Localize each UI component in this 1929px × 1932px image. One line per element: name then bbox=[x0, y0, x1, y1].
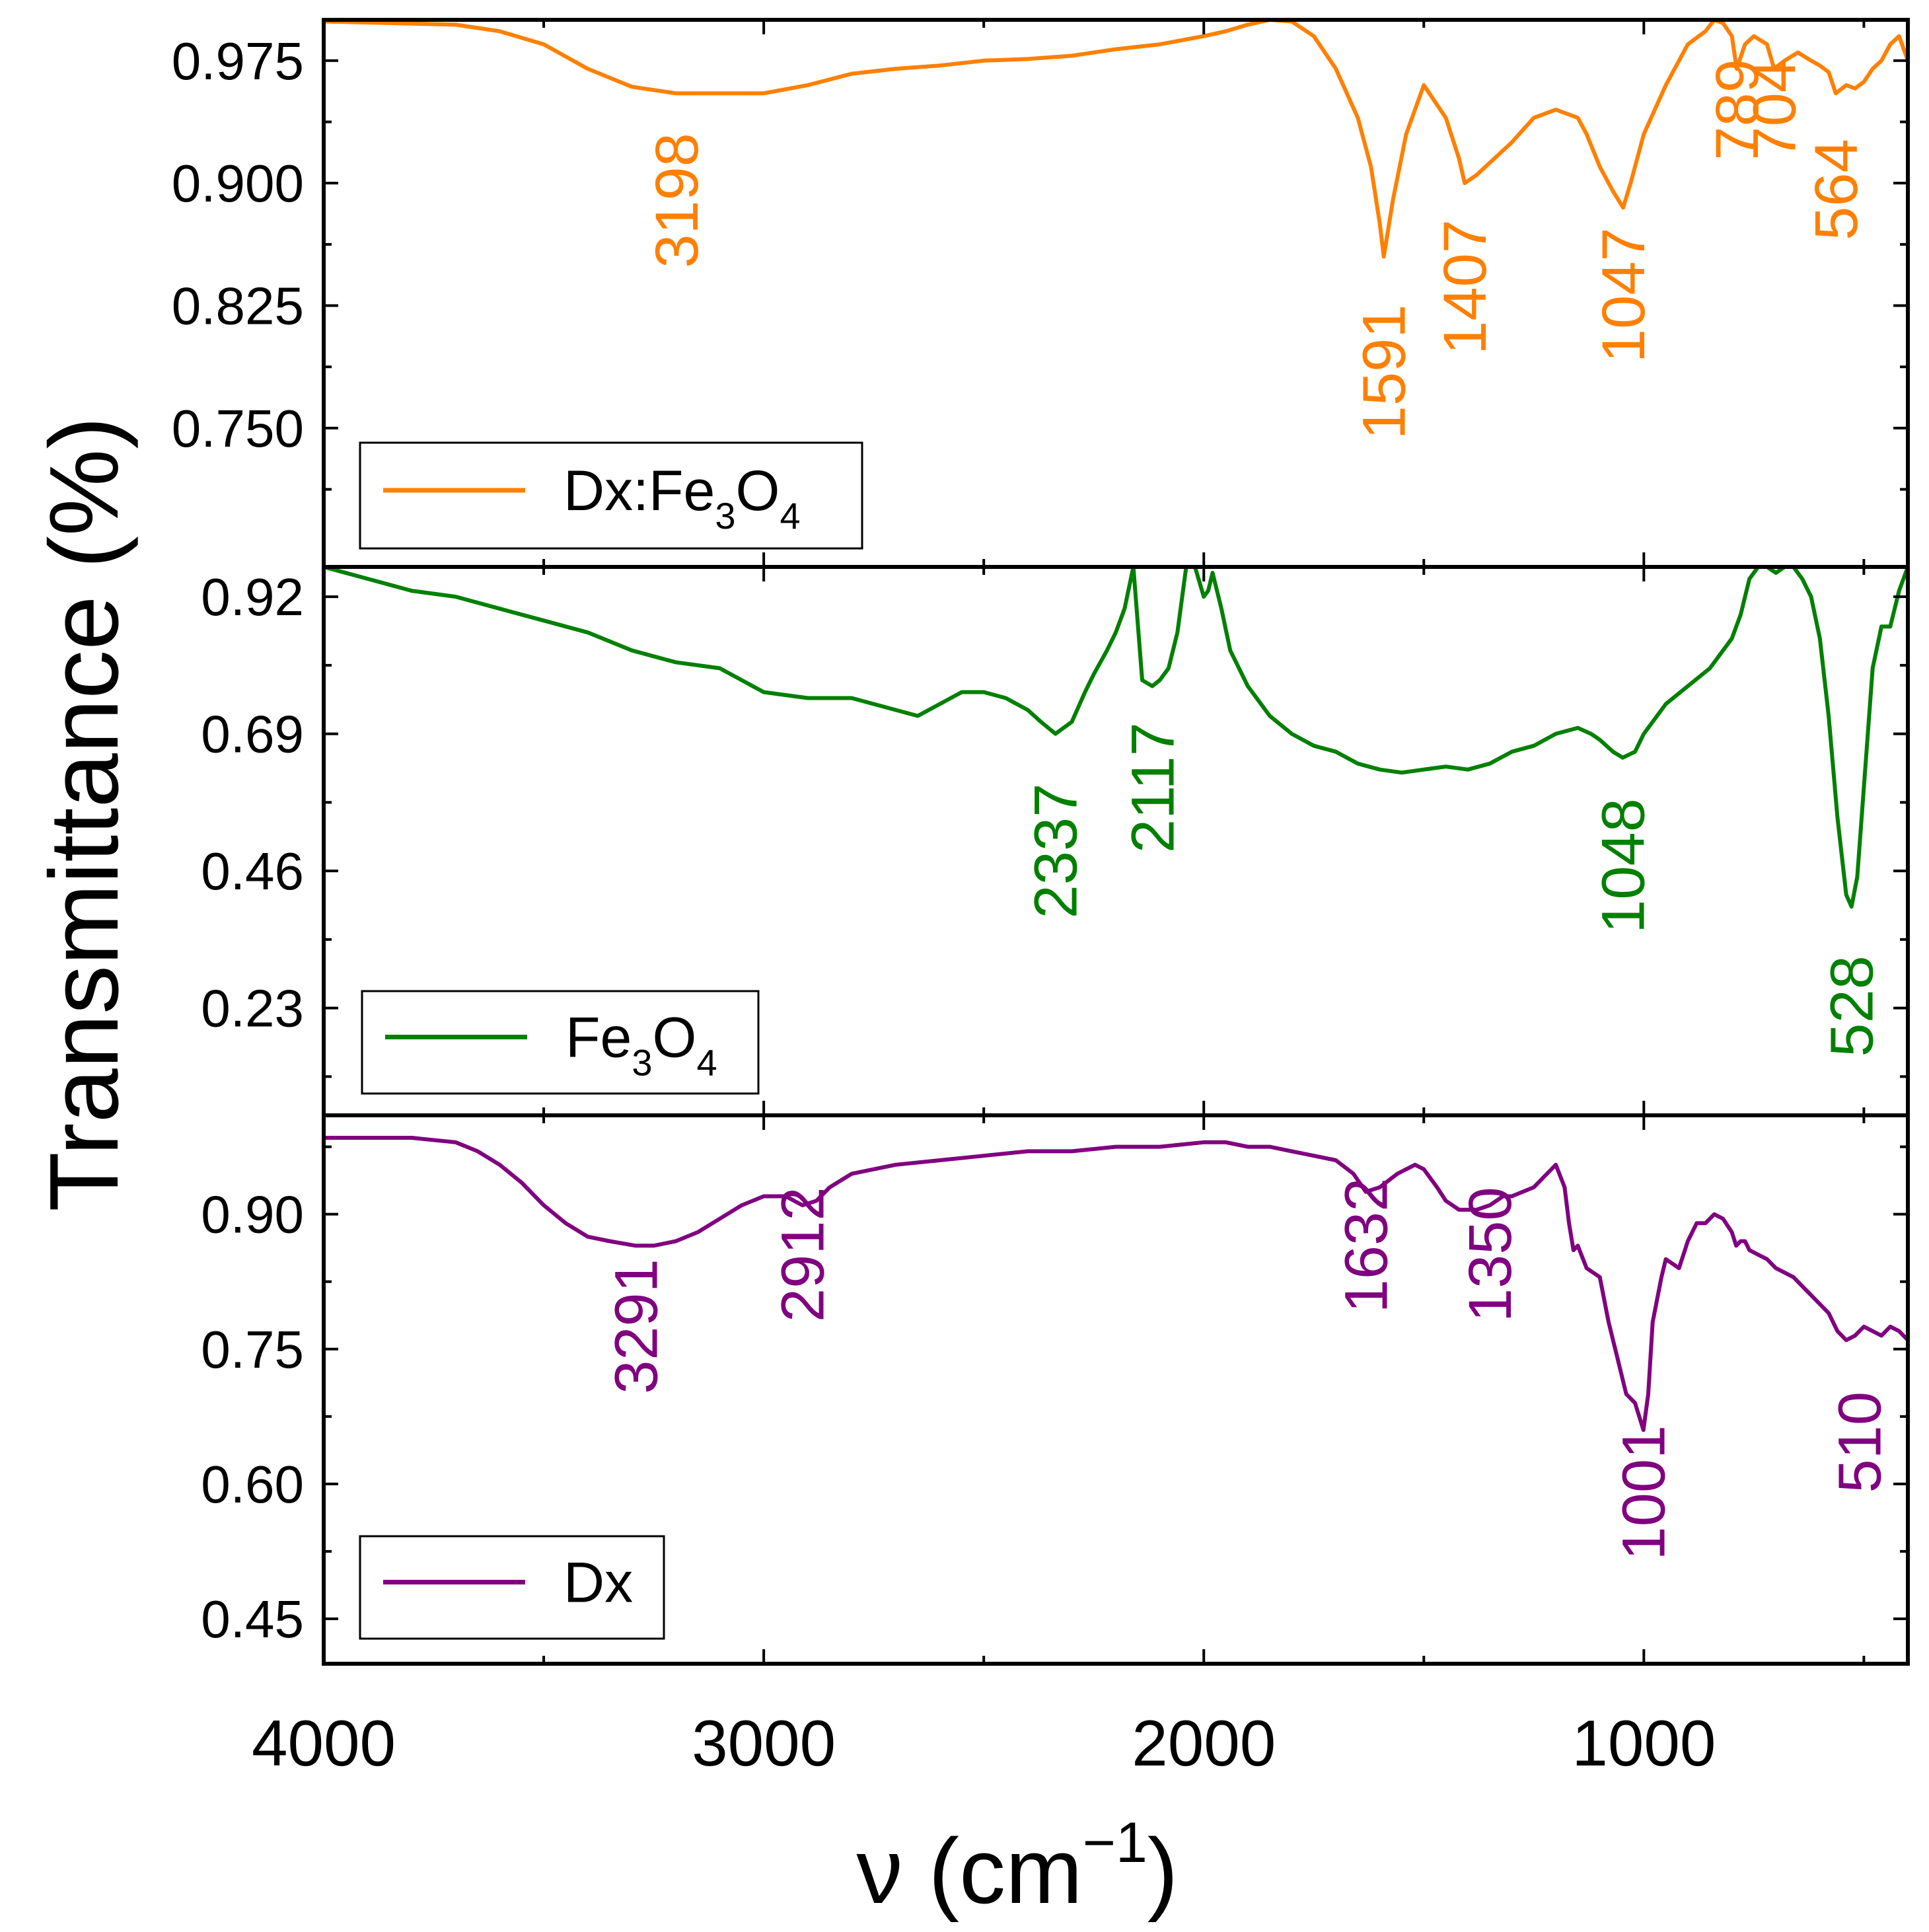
peak-label: 1632 bbox=[1332, 1178, 1400, 1314]
series-line-fe3o4 bbox=[322, 565, 1910, 909]
peak-label: 2912 bbox=[770, 1187, 837, 1322]
y-axis-title: Transmittance (%) bbox=[30, 416, 139, 1211]
legend-text-part: O bbox=[736, 459, 780, 523]
panel-dx: 0.90 0.75 0.60 0.45 3291 2912 1632 1350 1001 510 D… bbox=[201, 1113, 1910, 1666]
x-axis-title: ν (cm−1) bbox=[857, 1811, 1179, 1923]
legend-box bbox=[361, 990, 760, 1095]
peak-label: 3198 bbox=[643, 133, 711, 268]
x-axis: 4000 3000 2000 1000 bbox=[252, 1707, 1716, 1779]
y-tick-label: 0.750 bbox=[172, 399, 304, 458]
y-tick-label: 0.45 bbox=[201, 1590, 304, 1649]
legend-text-part: Fe bbox=[565, 1006, 632, 1070]
legend-label: Dx bbox=[564, 1551, 633, 1615]
legend-box bbox=[359, 1535, 665, 1640]
x-tick-label: 4000 bbox=[252, 1707, 396, 1779]
peak-label: 2117 bbox=[1119, 722, 1186, 853]
peak-label: 3291 bbox=[602, 1259, 670, 1394]
legend: Fe3O4 bbox=[361, 990, 760, 1095]
peak-label: 510 bbox=[1827, 1392, 1894, 1493]
x-tick-label: 2000 bbox=[1132, 1707, 1276, 1779]
peak-label: 1001 bbox=[1611, 1425, 1678, 1561]
x-axis-title-main: ν (cm bbox=[857, 1819, 1083, 1923]
series-line-dx-fe3o4 bbox=[322, 18, 1910, 259]
legend-box bbox=[359, 441, 863, 550]
legend-text-part: Dx:Fe bbox=[564, 459, 715, 523]
peak-label: 1591 bbox=[1351, 305, 1418, 440]
y-tick-label: 0.825 bbox=[172, 277, 304, 336]
peak-label: 789 bbox=[1704, 59, 1771, 161]
x-tick-label: 1000 bbox=[1572, 1707, 1716, 1779]
y-tick-label: 0.23 bbox=[201, 979, 304, 1038]
y-tick-label: 0.46 bbox=[201, 842, 304, 901]
legend-label: Dx:Fe3O4 bbox=[564, 459, 801, 537]
peak-label: 1047 bbox=[1590, 227, 1657, 363]
legend-subscript: 4 bbox=[780, 495, 800, 537]
peak-label: 564 bbox=[1803, 139, 1870, 241]
legend-text-part: O bbox=[653, 1006, 697, 1070]
peak-label: 704 bbox=[1741, 59, 1809, 161]
legend-subscript: 4 bbox=[696, 1042, 717, 1084]
peak-label: 1350 bbox=[1457, 1187, 1524, 1322]
peak-label: 1407 bbox=[1432, 219, 1499, 355]
x-axis-title-close: ) bbox=[1147, 1819, 1179, 1923]
legend-label: Fe3O4 bbox=[565, 1006, 717, 1084]
x-axis-title-superscript: −1 bbox=[1083, 1811, 1147, 1875]
panel-fe3o4: 0.92 0.69 0.46 0.23 2337 2117 1048 528 Fe3O4 bbox=[201, 565, 1910, 1117]
y-tick-label: 0.75 bbox=[201, 1320, 304, 1379]
y-tick-label: 0.69 bbox=[201, 705, 304, 764]
peak-label: 2337 bbox=[1023, 784, 1090, 919]
legend-subscript: 3 bbox=[632, 1042, 652, 1084]
legend-subscript: 3 bbox=[715, 495, 735, 537]
panel-frame bbox=[322, 1113, 1910, 1666]
peak-label: 1048 bbox=[1589, 798, 1657, 934]
x-tick-label: 3000 bbox=[692, 1707, 836, 1779]
series-line-dx bbox=[322, 1136, 1910, 1432]
legend: Dx bbox=[359, 1535, 665, 1640]
legend: Dx:Fe3O4 bbox=[359, 441, 863, 550]
y-tick-label: 0.92 bbox=[201, 568, 304, 626]
y-tick-label: 0.900 bbox=[172, 154, 304, 213]
legend-text-part: Dx bbox=[564, 1551, 633, 1615]
peak-label: 528 bbox=[1819, 955, 1886, 1057]
y-tick-label: 0.60 bbox=[201, 1455, 304, 1514]
y-tick-label: 0.975 bbox=[172, 32, 304, 91]
y-tick-label: 0.90 bbox=[201, 1185, 304, 1244]
